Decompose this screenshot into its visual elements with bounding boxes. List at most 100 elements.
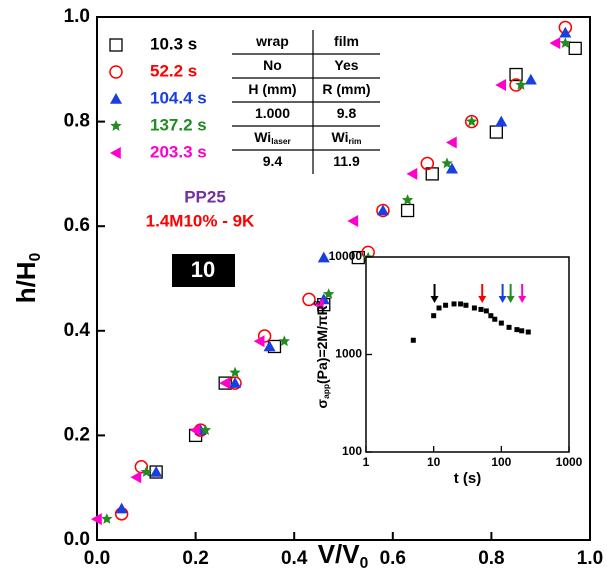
y-tick-label: 0.0 (64, 529, 90, 550)
arrow-head (518, 296, 527, 303)
data-point (506, 324, 512, 330)
data-point (495, 115, 508, 127)
legend-label: 137.2 s (150, 115, 207, 134)
y-axis-label: σapp(Pa)=2M/πR3 (312, 300, 331, 408)
arrow-head (498, 296, 507, 303)
y-tick-label: 0.4 (64, 320, 91, 341)
x-axis-label-part: 0 (360, 555, 369, 571)
data-point (401, 194, 414, 205)
table-cell-part: Wi (254, 129, 271, 145)
x-tick-label: 1.0 (577, 548, 603, 569)
table-cell-part: R (mm) (322, 81, 370, 97)
y-axis-label-part: (Pa)=2M/πR (314, 305, 330, 384)
legend-label: 203.3 s (150, 142, 207, 161)
data-point (410, 337, 416, 343)
legend-marker (109, 65, 123, 79)
data-point (441, 157, 453, 169)
y-tick-label: 100 (342, 444, 362, 458)
data-point (466, 115, 478, 127)
y-axis-label-part: σ (314, 398, 330, 408)
data-point (498, 320, 504, 326)
x-tick-label: 1 (363, 455, 370, 469)
data-point (509, 67, 523, 82)
table-cell-part: H (mm) (248, 81, 296, 97)
table-cell-part: 1.000 (255, 105, 290, 121)
x-tick-label: 0.4 (281, 548, 308, 569)
table-cell-part: 11.9 (333, 153, 360, 169)
table-cell: 9.8 (337, 105, 357, 121)
annotation: 10 (191, 257, 215, 282)
table-cell-part: laser (271, 136, 291, 146)
label-box (172, 254, 235, 287)
table-cell: wrap (255, 33, 289, 49)
y-axis-label-part: 0 (27, 252, 44, 261)
data-point (451, 301, 457, 307)
legend-marker (110, 120, 122, 131)
data-point (431, 313, 437, 319)
data-point (347, 214, 359, 227)
table-cell: H (mm) (248, 81, 296, 97)
data-point (134, 460, 149, 474)
data-point (436, 305, 442, 311)
data-point (463, 302, 469, 308)
data-point (464, 114, 479, 129)
table-cell-part: No (263, 57, 282, 73)
legend-label: 10.3 s (150, 34, 197, 53)
y-axis-label: h/H0 (11, 252, 44, 303)
table-cell: Wilaser (254, 129, 291, 147)
annotation: PP25 (184, 187, 226, 206)
data-point (257, 329, 272, 343)
x-tick-label: 0.8 (478, 548, 504, 569)
data-point (219, 377, 230, 390)
data-point (515, 79, 527, 90)
data-point (312, 298, 324, 311)
y-tick-label: 10000 (329, 249, 363, 263)
data-point (478, 306, 484, 312)
data-point (568, 41, 582, 56)
x-tick-label: 0.6 (380, 548, 406, 569)
data-point (317, 251, 330, 263)
data-point (514, 327, 520, 333)
data-point (492, 316, 498, 322)
data-point (199, 424, 212, 435)
data-point (302, 292, 316, 307)
data-point (406, 167, 418, 180)
data-point (140, 466, 152, 477)
legend-label: 104.4 s (150, 88, 207, 107)
data-point (443, 302, 449, 308)
data-point (559, 37, 572, 48)
data-point (263, 340, 276, 352)
y-axis-label-part: app (321, 384, 331, 399)
legend-marker (110, 93, 122, 104)
data-point (150, 466, 163, 477)
table-cell-part: rim (348, 136, 361, 146)
arrow-head (506, 296, 515, 303)
data-point (489, 125, 503, 139)
data-point (519, 328, 525, 334)
data-point (376, 204, 389, 216)
data-point (400, 203, 415, 218)
data-point (130, 471, 142, 484)
table-cell-part: wrap (255, 33, 289, 49)
table-cell: 9.4 (263, 153, 283, 169)
legend-marker (109, 38, 123, 52)
table-cell: 1.000 (255, 105, 290, 121)
table-cell: 11.9 (333, 153, 360, 169)
data-point (189, 424, 201, 437)
data-point (445, 136, 457, 149)
data-point (549, 37, 561, 50)
x-axis-label: V/V0 (318, 539, 369, 571)
x-axis-label: t (s) (454, 470, 482, 487)
y-axis-label-part: h/H (11, 261, 41, 303)
data-point (495, 78, 507, 91)
data-point (525, 329, 531, 335)
table-cell-part: 9.8 (337, 105, 357, 121)
table-cell: film (334, 33, 359, 49)
data-point (458, 301, 464, 307)
arrow-head (478, 296, 487, 303)
x-tick-label: 1000 (556, 455, 583, 469)
x-axis-label-part: V/V (318, 539, 361, 569)
table-cell-part: Wi (331, 129, 348, 145)
data-point (91, 513, 102, 526)
